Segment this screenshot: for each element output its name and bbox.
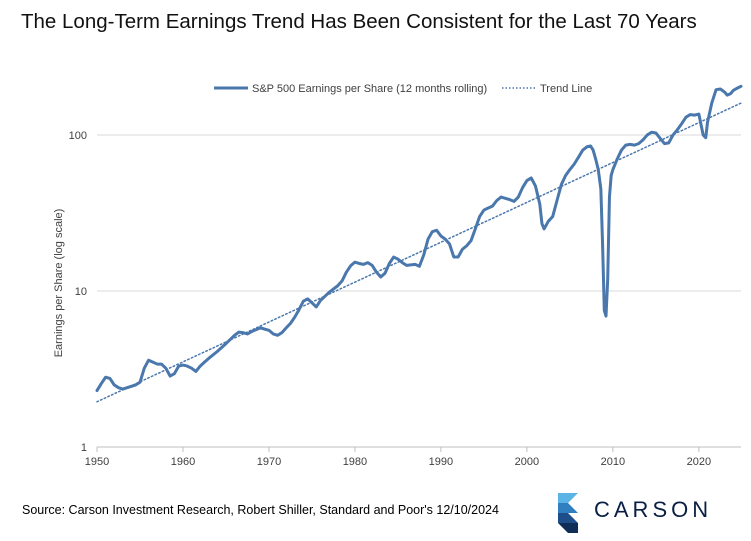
y-tick-label: 100 bbox=[69, 130, 87, 142]
series-line-eps bbox=[95, 84, 743, 393]
x-tick-label: 1980 bbox=[343, 456, 367, 468]
legend-label-eps: S&P 500 Earnings per Share (12 months ro… bbox=[252, 83, 487, 95]
source-note: Source: Carson Investment Research, Robe… bbox=[22, 503, 499, 517]
brand-name: CARSON bbox=[594, 497, 713, 522]
x-tick-label: 1960 bbox=[171, 456, 195, 468]
tick-labels: 1 10 100 1950 1960 1970 1980 1990 2000 2010 2020 bbox=[69, 130, 711, 468]
x-tick-label: 2010 bbox=[601, 456, 625, 468]
gridlines bbox=[97, 134, 741, 292]
chart-title: The Long-Term Earnings Trend Has Been Co… bbox=[21, 10, 697, 33]
y-tick-label: 1 bbox=[81, 442, 87, 454]
legend: S&P 500 Earnings per Share (12 months ro… bbox=[214, 83, 592, 95]
x-tick-label: 2020 bbox=[687, 456, 711, 468]
legend-label-trend: Trend Line bbox=[540, 83, 592, 95]
y-axis-label: Earnings per Share (log scale) bbox=[53, 209, 65, 358]
x-tick-label: 2000 bbox=[515, 456, 539, 468]
carson-logo-mark-icon bbox=[558, 493, 578, 533]
y-tick-label: 10 bbox=[75, 286, 87, 298]
axes bbox=[96, 446, 741, 452]
x-tick-label: 1950 bbox=[85, 456, 109, 468]
x-tick-label: 1970 bbox=[257, 456, 281, 468]
series-line-trend bbox=[96, 102, 742, 403]
chart: S&P 500 Earnings per Share (12 months ro… bbox=[53, 83, 743, 468]
plot-area bbox=[95, 84, 743, 403]
carson-logo: CARSON bbox=[556, 493, 726, 533]
x-tick-label: 1990 bbox=[429, 456, 453, 468]
